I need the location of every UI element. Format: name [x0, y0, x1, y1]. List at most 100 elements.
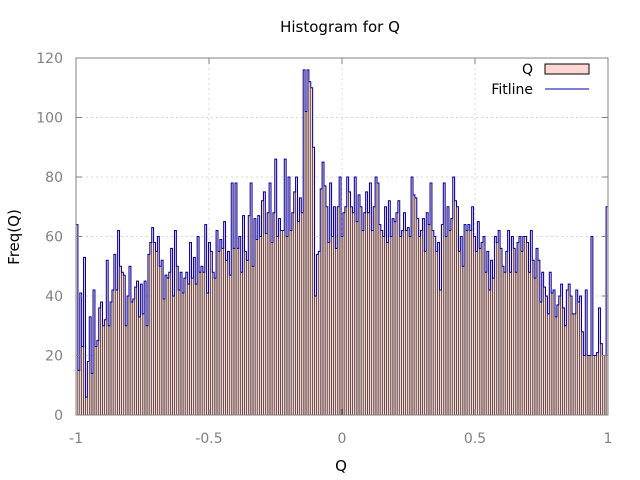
y-axis-label: Freq(Q): [5, 209, 23, 265]
histogram-bar: [153, 242, 156, 416]
histogram-bar: [278, 218, 281, 416]
histogram-bar: [416, 218, 419, 416]
histogram-bar: [446, 206, 450, 416]
histogram-bar: [435, 251, 438, 416]
histogram-bar: [138, 316, 141, 416]
histogram-bar: [577, 301, 580, 416]
legend-label-fitline: Fitline: [491, 82, 533, 98]
histogram-bar: [96, 340, 99, 416]
histogram-bar: [321, 161, 325, 416]
histogram-bar: [357, 194, 361, 416]
histogram-bar: [229, 274, 232, 416]
histogram-bar: [104, 319, 107, 416]
histogram-bar: [195, 283, 198, 416]
histogram-bar: [439, 289, 442, 416]
histogram-bar: [255, 239, 259, 416]
histogram-bar: [484, 271, 488, 416]
histogram-bar: [145, 325, 149, 416]
histogram-bar: [299, 197, 302, 416]
histogram-bar: [77, 370, 81, 416]
histogram-bar: [424, 251, 427, 416]
histogram-bar: [142, 313, 145, 416]
histogram-bar: [469, 230, 472, 416]
histogram-bar: [206, 292, 209, 416]
histogram-bar: [132, 298, 135, 416]
histogram-bar: [433, 236, 436, 416]
histogram-bar: [323, 185, 327, 416]
histogram-bar: [166, 277, 170, 416]
y-tick-label: 40: [45, 289, 63, 305]
y-tick-label: 0: [54, 408, 63, 424]
histogram-bar: [473, 236, 476, 416]
histogram-bar: [471, 206, 474, 416]
histogram-bar: [90, 373, 94, 416]
histogram-bar: [102, 325, 105, 416]
histogram-bar: [285, 236, 289, 416]
histogram-bar: [390, 236, 393, 416]
histogram-bar: [458, 251, 461, 416]
histogram-bar: [588, 355, 592, 416]
histogram-bar: [583, 355, 586, 416]
histogram-bar: [427, 224, 431, 416]
histogram-bar: [280, 230, 283, 416]
fitline-series: [76, 69, 608, 398]
histogram-bar: [308, 81, 312, 416]
histogram-bar: [85, 396, 88, 416]
histogram-bar: [251, 266, 255, 416]
histogram-bar: [514, 271, 518, 416]
y-tick-label: 120: [36, 51, 63, 67]
histogram-bar: [134, 286, 137, 416]
histogram-bar: [282, 230, 285, 416]
x-tick-label: -0.5: [195, 431, 222, 447]
histogram-bar: [185, 271, 188, 416]
histogram-bar: [121, 271, 124, 416]
histogram-bar: [115, 289, 118, 416]
histogram-bar: [212, 271, 215, 416]
histogram-bar: [365, 191, 368, 416]
histogram-bar: [183, 277, 187, 416]
histogram-bar: [348, 191, 351, 416]
histogram-bar: [554, 316, 558, 416]
histogram-bar: [94, 346, 98, 416]
histogram-bar: [371, 230, 374, 416]
x-axis-label: Q: [335, 457, 347, 475]
x-tick-label: 1: [604, 431, 613, 447]
histogram-bar: [159, 266, 162, 416]
histogram-bar: [567, 283, 571, 416]
histogram-bar: [592, 355, 595, 416]
histogram-bar: [81, 346, 84, 416]
histogram-bar: [602, 355, 605, 416]
histogram-bar: [499, 248, 503, 416]
y-axis-ticks: 0 20 40 60 80 100 120: [36, 51, 608, 424]
histogram-bar: [289, 230, 293, 416]
histogram-bar: [513, 248, 516, 416]
histogram-bar: [543, 286, 546, 416]
histogram-bar: [342, 212, 346, 416]
histogram-bar: [391, 218, 395, 416]
histogram-bar: [465, 230, 469, 416]
histogram-bar: [191, 277, 194, 416]
histogram-bar: [558, 295, 561, 416]
histogram-bar: [467, 224, 471, 416]
histogram-bar: [547, 313, 550, 416]
histogram-bar: [344, 206, 347, 416]
histogram-bar: [350, 206, 353, 416]
histogram-bar: [346, 176, 349, 416]
legend: Q Fitline: [491, 62, 590, 98]
histogram-bar: [111, 289, 115, 416]
histogram-bar: [367, 212, 370, 416]
histogram-bar: [291, 212, 294, 416]
histogram-bar: [177, 289, 181, 416]
histogram-bar: [418, 236, 421, 416]
histogram-bar: [497, 230, 501, 416]
histogram-bar: [151, 227, 154, 416]
histogram-bar: [181, 292, 185, 416]
legend-label-q: Q: [522, 62, 533, 78]
histogram-bar: [331, 236, 334, 416]
histogram-bar: [297, 221, 300, 416]
histogram-bar: [213, 277, 217, 416]
histogram-bar: [518, 236, 522, 416]
histogram-bar: [399, 236, 402, 416]
histogram-bar: [444, 236, 448, 416]
histogram-bar: [168, 271, 171, 416]
